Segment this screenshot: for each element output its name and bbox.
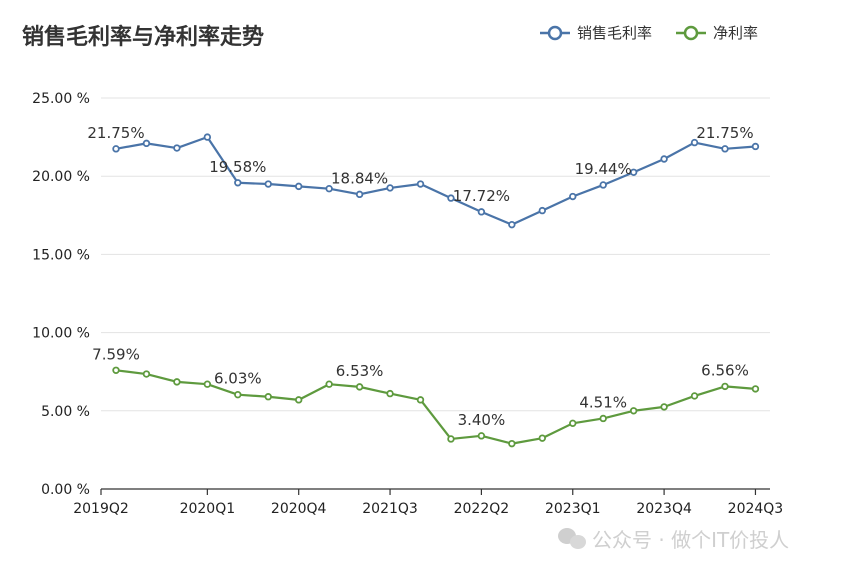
data-label: 6.56% (701, 361, 749, 379)
legend-item-1: 销售毛利率 (540, 24, 652, 42)
data-point (660, 403, 668, 411)
data-point (751, 142, 760, 151)
data-point (629, 407, 638, 415)
data-point (295, 182, 303, 191)
data-point (112, 145, 120, 153)
data-point (569, 419, 577, 428)
x-axis: 2019Q2 2020Q1 2020Q4 2021Q3 2022Q2 2023Q1 2023… (73, 488, 784, 517)
data-label: 21.75% (696, 124, 753, 142)
watermark-text: 公众号 · 做个IT价投人 (592, 528, 789, 552)
data-point (386, 184, 394, 192)
series-line (115, 136, 756, 226)
data-point (264, 393, 272, 401)
data-point (751, 385, 760, 393)
data-point (203, 133, 212, 141)
x-tick-label: 2020Q1 (180, 501, 236, 517)
data-label: 21.75% (87, 124, 144, 142)
data-point (690, 138, 699, 147)
legend-label: 净利率 (713, 24, 758, 42)
data-label: 18.84% (331, 169, 388, 187)
y-tick-label: 5.00 % (41, 404, 90, 420)
data-point (508, 220, 516, 229)
data-label: 4.51% (579, 393, 627, 411)
data-point (416, 396, 425, 404)
legend: 销售毛利率 净利率 (540, 24, 758, 42)
data-point (721, 382, 729, 391)
wechat-icon (558, 528, 586, 549)
x-tick-label: 2019Q2 (73, 501, 129, 517)
data-label: 17.72% (453, 187, 510, 205)
data-point (447, 194, 455, 202)
x-tick-label: 2023Q1 (545, 501, 601, 517)
y-axis-ticks: 0.00 % 5.00 % 10.00 % 15.00 % 20.00 % 25.00 % (32, 91, 90, 498)
data-point (599, 414, 607, 423)
data-label: 19.44% (575, 160, 632, 178)
data-point (629, 168, 638, 176)
data-label: 3.40% (458, 411, 506, 429)
data-point (569, 192, 577, 201)
series-group: 21.75% 19.58% 18.84% 17.72% 19.44% 21.75% 7.59… (87, 124, 760, 448)
x-tick-label: 2022Q2 (454, 501, 510, 517)
data-point (234, 179, 242, 187)
data-point (355, 190, 364, 199)
legend-swatch-marker (683, 25, 699, 41)
data-label: 6.03% (214, 370, 262, 388)
legend-item-2: 净利率 (676, 24, 758, 42)
data-point (508, 439, 516, 448)
data-label: 6.53% (336, 362, 384, 380)
legend-swatch-marker (547, 25, 563, 41)
gridlines (101, 97, 770, 412)
data-point (690, 392, 699, 400)
y-tick-label: 10.00 % (32, 326, 90, 342)
series-2: 7.59% 6.03% 6.53% 3.40% 4.51% 6.56% (92, 345, 760, 448)
y-tick-label: 15.00 % (32, 247, 90, 263)
y-tick-label: 20.00 % (32, 169, 90, 185)
data-point (325, 185, 333, 193)
data-point (386, 389, 394, 398)
data-point (173, 144, 181, 152)
data-label: 19.58% (209, 158, 266, 176)
x-tick-label: 2020Q4 (271, 501, 327, 517)
data-point (660, 155, 668, 163)
data-point (142, 370, 151, 378)
watermark: 公众号 · 做个IT价投人 (558, 528, 789, 552)
data-point (599, 181, 607, 189)
data-point (416, 180, 425, 188)
data-point (477, 432, 486, 440)
y-tick-label: 25.00 % (32, 91, 90, 107)
data-point (203, 380, 212, 388)
data-point (264, 180, 272, 188)
data-point (295, 396, 303, 404)
series-1: 21.75% 19.58% 18.84% 17.72% 19.44% 21.75% (87, 124, 760, 229)
chart-title: 销售毛利率与净利率走势 (22, 24, 264, 50)
data-point (325, 380, 333, 388)
x-tick-label: 2023Q4 (636, 501, 692, 517)
x-tick-label: 2021Q3 (362, 501, 418, 517)
legend-label: 销售毛利率 (577, 24, 652, 42)
data-point (142, 139, 151, 148)
data-point (538, 434, 546, 442)
series-line (115, 369, 756, 445)
data-point (112, 366, 120, 374)
data-point (447, 435, 455, 443)
data-point (721, 145, 729, 153)
data-point (538, 206, 546, 215)
data-point (173, 378, 181, 386)
x-tick-label: 2024Q3 (728, 501, 784, 517)
data-label: 7.59% (92, 345, 140, 363)
data-point (234, 390, 242, 399)
data-point (477, 208, 486, 216)
y-tick-label: 0.00 % (41, 482, 90, 498)
data-point (355, 383, 364, 391)
